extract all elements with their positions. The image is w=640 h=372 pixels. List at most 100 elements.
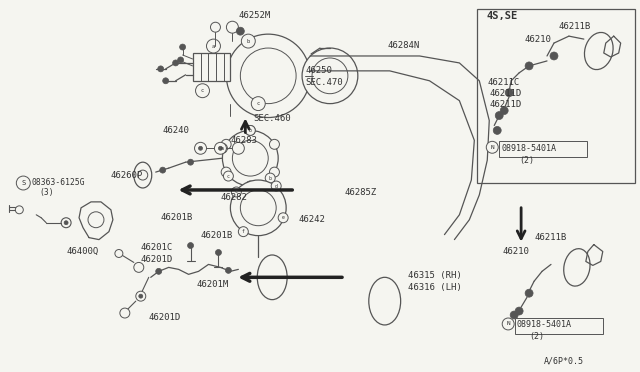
Circle shape <box>269 140 280 149</box>
FancyBboxPatch shape <box>477 9 635 183</box>
Text: (2): (2) <box>519 156 534 165</box>
Text: N: N <box>490 145 494 150</box>
Text: 46211C: 46211C <box>487 78 520 87</box>
Text: 46201B: 46201B <box>200 231 233 240</box>
Text: SEC.460: SEC.460 <box>253 114 291 123</box>
Text: 46211D: 46211D <box>489 100 522 109</box>
Text: c: c <box>257 101 260 106</box>
Text: 46282: 46282 <box>220 193 247 202</box>
Text: 46284N: 46284N <box>388 41 420 49</box>
Text: SEC.470: SEC.470 <box>305 78 342 87</box>
Circle shape <box>216 250 221 256</box>
Circle shape <box>88 212 104 228</box>
Circle shape <box>245 181 255 191</box>
Text: 46283: 46283 <box>230 136 257 145</box>
Text: b: b <box>246 39 250 44</box>
Text: 46201M: 46201M <box>196 280 228 289</box>
Circle shape <box>157 66 164 72</box>
Circle shape <box>525 62 533 70</box>
Circle shape <box>188 159 193 165</box>
Text: e: e <box>282 215 285 220</box>
Text: (2): (2) <box>529 332 544 341</box>
Text: 46201C: 46201C <box>141 243 173 252</box>
Text: 08918-5401A: 08918-5401A <box>516 320 571 330</box>
Text: 46250: 46250 <box>305 66 332 76</box>
Text: 46316 (LH): 46316 (LH) <box>408 283 461 292</box>
Circle shape <box>221 140 231 149</box>
Text: N: N <box>506 321 510 327</box>
Text: a: a <box>221 146 224 151</box>
Text: 46240: 46240 <box>163 126 189 135</box>
Circle shape <box>61 218 71 228</box>
Circle shape <box>236 27 244 35</box>
Circle shape <box>245 125 255 135</box>
Circle shape <box>223 171 234 181</box>
Circle shape <box>15 206 23 214</box>
Circle shape <box>221 167 231 177</box>
Text: 46242: 46242 <box>298 215 325 224</box>
Text: 46260P: 46260P <box>111 171 143 180</box>
Circle shape <box>230 180 286 235</box>
Circle shape <box>232 142 244 154</box>
Circle shape <box>163 78 169 84</box>
Ellipse shape <box>584 32 613 70</box>
Circle shape <box>502 318 514 330</box>
Circle shape <box>64 221 68 225</box>
Circle shape <box>493 126 501 134</box>
Circle shape <box>500 107 508 115</box>
Text: 46211B: 46211B <box>534 233 566 242</box>
Circle shape <box>302 48 358 104</box>
Text: 46315 (RH): 46315 (RH) <box>408 271 461 280</box>
Circle shape <box>223 131 278 186</box>
Circle shape <box>278 213 288 223</box>
Circle shape <box>195 142 207 154</box>
Circle shape <box>241 190 276 226</box>
Circle shape <box>238 227 248 237</box>
Circle shape <box>136 291 146 301</box>
Circle shape <box>225 267 232 273</box>
Circle shape <box>227 21 238 33</box>
Circle shape <box>252 97 265 110</box>
Circle shape <box>241 48 296 104</box>
Circle shape <box>232 140 268 176</box>
Text: 46210: 46210 <box>524 35 551 44</box>
Ellipse shape <box>134 162 152 188</box>
Circle shape <box>245 125 255 135</box>
Circle shape <box>188 243 193 248</box>
Circle shape <box>271 181 281 191</box>
Circle shape <box>17 176 30 190</box>
Text: b: b <box>249 128 252 133</box>
Text: 46211B: 46211B <box>559 22 591 31</box>
Text: 46210: 46210 <box>502 247 529 256</box>
Text: 46285Z: 46285Z <box>345 189 377 198</box>
Circle shape <box>156 268 162 274</box>
Text: 46252M: 46252M <box>238 11 271 20</box>
Text: c: c <box>227 174 230 179</box>
Text: 46201D: 46201D <box>148 312 181 321</box>
FancyBboxPatch shape <box>499 141 587 157</box>
Circle shape <box>241 34 255 48</box>
Text: b: b <box>269 176 271 180</box>
Circle shape <box>515 307 523 315</box>
Circle shape <box>115 250 123 257</box>
Circle shape <box>550 52 558 60</box>
Text: d: d <box>275 183 278 189</box>
Circle shape <box>218 146 223 150</box>
Circle shape <box>178 57 184 63</box>
Circle shape <box>265 173 275 183</box>
Circle shape <box>227 34 310 118</box>
Ellipse shape <box>369 277 401 325</box>
Circle shape <box>269 167 280 177</box>
Text: 4S,SE: 4S,SE <box>486 11 518 21</box>
Circle shape <box>207 39 220 53</box>
Text: A/6P*0.5: A/6P*0.5 <box>544 356 584 365</box>
Circle shape <box>214 142 227 154</box>
Circle shape <box>138 170 148 180</box>
Circle shape <box>134 262 144 272</box>
Circle shape <box>173 60 179 66</box>
Circle shape <box>198 146 202 150</box>
Text: (3): (3) <box>39 189 54 198</box>
Circle shape <box>196 84 209 98</box>
FancyBboxPatch shape <box>515 318 603 334</box>
Circle shape <box>139 294 143 298</box>
